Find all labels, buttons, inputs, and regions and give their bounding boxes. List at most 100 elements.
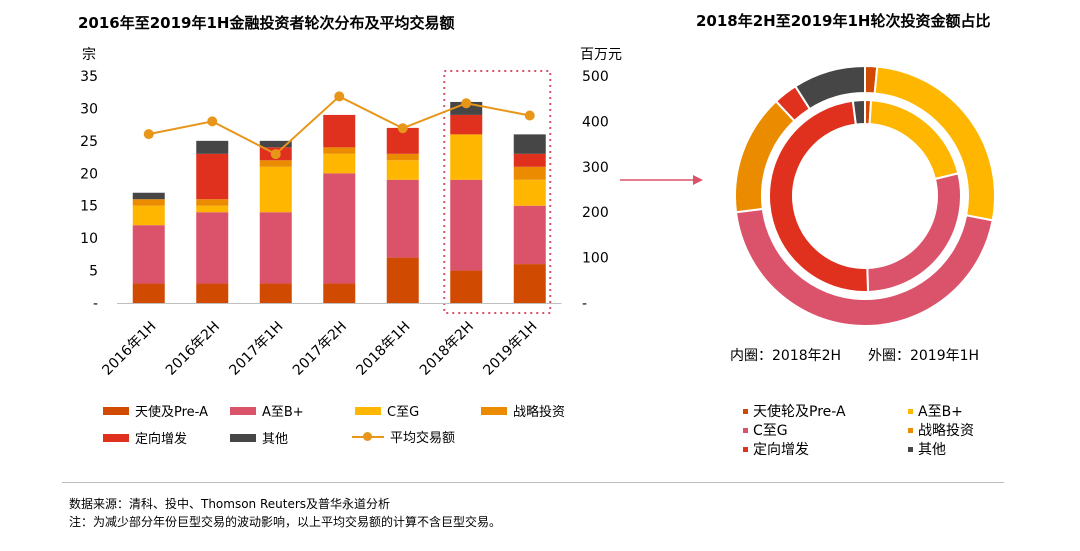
legend-other: 其他 bbox=[230, 428, 288, 447]
footnote: 注：为减少部分年份巨型交易的波动影响，以上平均交易额的计算不含巨型交易。 bbox=[69, 515, 502, 529]
category-label: 2018年1H bbox=[353, 319, 413, 379]
donut-legend-cg-marker bbox=[743, 427, 748, 433]
donut-legend-angel-label: 天使轮及Pre-A bbox=[753, 404, 846, 420]
source-note: 数据来源：清科、投中、Thomson Reuters及普华永道分析 bbox=[69, 497, 391, 511]
category-label: 2017年2H bbox=[290, 319, 350, 379]
donut-chart-title: 2018年2H至2019年1H轮次投资金额占比 bbox=[696, 12, 991, 30]
bar-segment bbox=[259, 160, 292, 167]
legend-private-placement-swatch bbox=[103, 433, 129, 442]
right-tick-label: 500 bbox=[582, 69, 609, 85]
ring-labels: 内圈：2018年2H 外圈：2019年1H bbox=[730, 345, 979, 365]
donut-legend-angel-marker bbox=[743, 408, 748, 414]
donut-legend-strategic: 战略投资 bbox=[908, 420, 974, 440]
donut-legend-ab-label: A至B+ bbox=[918, 404, 963, 420]
legend-ab-label: A至B+ bbox=[262, 405, 304, 420]
legend-strategic-label: 战略投资 bbox=[513, 405, 566, 420]
bar-segment bbox=[323, 153, 356, 174]
right-tick-label: 100 bbox=[582, 251, 609, 267]
legend-strategic-swatch bbox=[481, 406, 507, 415]
left-tick-label: 15 bbox=[80, 199, 98, 215]
left-tick-label: 25 bbox=[80, 134, 98, 150]
donut-legend-angel: 天使轮及Pre-A bbox=[743, 401, 846, 421]
bar-segment bbox=[450, 179, 483, 271]
bar-segment bbox=[450, 114, 483, 135]
legend-cg-swatch bbox=[355, 406, 381, 415]
bar-segment bbox=[513, 179, 546, 206]
left-tick-label: 35 bbox=[80, 69, 98, 85]
right-tick-label: 400 bbox=[582, 114, 609, 130]
bar-segment bbox=[196, 199, 229, 206]
avg-point bbox=[334, 91, 345, 102]
legend-angel: 天使及Pre-A bbox=[103, 401, 208, 420]
bar-segment bbox=[132, 225, 165, 284]
line-layer bbox=[143, 91, 535, 160]
bar-segment bbox=[450, 270, 483, 303]
bar-segment bbox=[513, 205, 546, 265]
bar-segment bbox=[513, 153, 546, 167]
category-label: 2019年1H bbox=[480, 319, 540, 379]
donut-legend-strategic-marker bbox=[908, 427, 913, 433]
bar-segment bbox=[196, 153, 229, 200]
bar-segment bbox=[259, 166, 292, 213]
bar-segment bbox=[513, 264, 546, 303]
bar-segment bbox=[323, 147, 356, 154]
donut-legend-private-placement-marker bbox=[743, 446, 748, 452]
legend-cg-label: C至G bbox=[387, 405, 420, 420]
legend-avg-line: 平均交易额 bbox=[352, 427, 455, 446]
outer-ring-slice bbox=[793, 64, 866, 111]
donut-legend-cg-label: C至G bbox=[753, 423, 788, 439]
donut-legend-cg: C至G bbox=[743, 420, 788, 440]
bar-segment bbox=[450, 134, 483, 180]
legend-other-swatch bbox=[230, 433, 256, 442]
inner-ring-label: 内圈：2018年2H bbox=[730, 348, 842, 364]
category-label: 2016年1H bbox=[99, 319, 159, 379]
inner-ring-slice bbox=[851, 98, 866, 126]
avg-point bbox=[461, 98, 472, 109]
arrow-icon bbox=[620, 175, 703, 185]
bar-segment bbox=[259, 212, 292, 284]
legend-angel-label: 天使及Pre-A bbox=[135, 405, 208, 420]
avg-point bbox=[143, 129, 154, 140]
legend-angel-swatch bbox=[103, 406, 129, 415]
right-axis-unit: 百万元 bbox=[580, 47, 622, 63]
avg-point bbox=[524, 110, 535, 121]
bars-layer bbox=[132, 101, 546, 303]
left-tick-label: - bbox=[93, 296, 98, 312]
donut-legend-private-placement: 定向增发 bbox=[743, 439, 809, 459]
bar-segment bbox=[196, 140, 229, 154]
bar-segment bbox=[132, 205, 165, 226]
bar-segment bbox=[386, 153, 419, 161]
legend-strategic: 战略投资 bbox=[481, 401, 565, 420]
category-label: 2018年2H bbox=[417, 319, 477, 379]
donut-legend-strategic-label: 战略投资 bbox=[918, 423, 974, 439]
bar-segment bbox=[513, 166, 546, 180]
legend-ab: A至B+ bbox=[230, 401, 304, 420]
bar-segment bbox=[386, 179, 419, 258]
right-tick-label: 300 bbox=[582, 160, 609, 176]
legend-private-placement-label: 定向增发 bbox=[135, 432, 188, 447]
left-tick-label: 5 bbox=[89, 264, 98, 280]
right-tick-label: 200 bbox=[582, 205, 609, 221]
bar-segment bbox=[513, 134, 546, 154]
bar-segment bbox=[196, 283, 229, 303]
bar-segment bbox=[323, 283, 356, 303]
left-tick-label: 20 bbox=[80, 166, 98, 182]
donut-layer bbox=[734, 64, 996, 327]
avg-point bbox=[397, 123, 408, 134]
donut-chart bbox=[734, 64, 996, 327]
bar-segment bbox=[132, 283, 165, 303]
legend-private-placement: 定向增发 bbox=[103, 428, 187, 447]
avg-point bbox=[207, 116, 218, 127]
category-label: 2017年1H bbox=[226, 319, 286, 379]
category-label: 2016年2H bbox=[163, 319, 223, 379]
bar-segment bbox=[132, 199, 165, 206]
left-tick-label: 30 bbox=[80, 101, 98, 117]
bar-segment bbox=[259, 283, 292, 303]
donut-legend-other: 其他 bbox=[908, 439, 946, 459]
bar-segment bbox=[323, 114, 356, 148]
bar-segment bbox=[259, 140, 292, 148]
legend-avg-line-label: 平均交易额 bbox=[390, 431, 456, 446]
bar-segment bbox=[386, 257, 419, 303]
bar-segment bbox=[386, 160, 419, 180]
